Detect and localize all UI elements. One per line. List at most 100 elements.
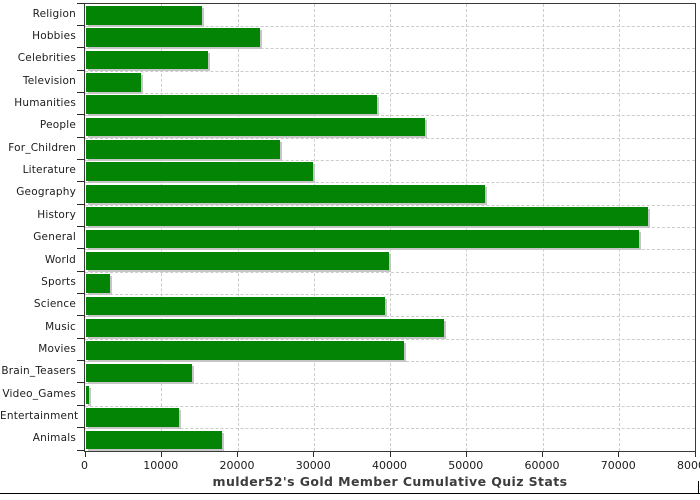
x-axis-tick bbox=[542, 452, 543, 457]
h-gridline bbox=[85, 338, 695, 340]
bar-celebrities bbox=[86, 50, 208, 70]
plot-area bbox=[84, 3, 696, 452]
y-axis-label: General bbox=[33, 231, 76, 244]
x-axis-label: 30000 bbox=[295, 459, 331, 472]
y-axis-tick bbox=[77, 181, 85, 183]
x-axis-label: 50000 bbox=[448, 459, 484, 472]
bar-religion bbox=[86, 6, 202, 25]
h-gridline bbox=[85, 405, 695, 407]
frame-corner-stub bbox=[698, 481, 699, 494]
y-axis-label: Sports bbox=[41, 275, 76, 288]
bar-history bbox=[86, 207, 648, 226]
bar-brain_teasers bbox=[86, 363, 192, 383]
y-axis-label: Religion bbox=[32, 7, 76, 20]
h-gridline bbox=[85, 182, 695, 184]
x-axis-label: 60000 bbox=[524, 459, 560, 472]
y-axis-tick bbox=[77, 293, 85, 295]
x-axis-tick bbox=[618, 452, 620, 457]
y-axis-label: Hobbies bbox=[32, 30, 76, 43]
y-axis-tick bbox=[77, 226, 85, 227]
y-axis-label: People bbox=[39, 119, 76, 132]
x-axis-label: 70000 bbox=[600, 459, 636, 472]
h-gridline bbox=[85, 316, 695, 318]
x-axis-tick bbox=[389, 452, 391, 457]
frame-bottom-line bbox=[0, 493, 700, 494]
bar-literature bbox=[86, 162, 314, 181]
x-axis-tick bbox=[694, 452, 696, 457]
h-gridline bbox=[85, 294, 695, 296]
bar-humanities bbox=[86, 95, 378, 114]
y-axis-tick bbox=[77, 114, 85, 116]
y-axis-label: Entertainment bbox=[0, 409, 79, 422]
h-gridline bbox=[85, 271, 695, 273]
bar-for_children bbox=[86, 140, 281, 159]
y-axis-label: Animals bbox=[32, 432, 76, 445]
y-axis-tick bbox=[77, 427, 85, 429]
y-axis-tick bbox=[77, 449, 85, 451]
h-gridline bbox=[85, 428, 695, 430]
x-axis-tick bbox=[84, 452, 86, 457]
y-axis-label: History bbox=[37, 208, 76, 221]
h-gridline bbox=[85, 115, 695, 117]
h-gridline bbox=[85, 249, 695, 251]
y-axis-label: Science bbox=[33, 298, 76, 311]
y-axis-label: Celebrities bbox=[17, 52, 76, 65]
y-axis-label: Television bbox=[22, 74, 76, 87]
bar-video_games bbox=[86, 385, 90, 405]
x-axis-tick bbox=[465, 452, 467, 457]
y-axis-tick bbox=[77, 360, 85, 362]
y-axis-tick bbox=[77, 270, 85, 272]
y-axis-tick bbox=[77, 47, 85, 49]
bar-entertainment bbox=[86, 408, 180, 427]
x-axis-label: 10000 bbox=[143, 459, 179, 472]
y-axis-label: Humanities bbox=[14, 97, 76, 110]
bar-geography bbox=[86, 184, 485, 204]
h-gridline bbox=[85, 159, 695, 161]
y-axis-tick bbox=[77, 158, 85, 160]
y-axis-tick bbox=[77, 248, 85, 250]
y-axis-tick bbox=[77, 24, 85, 26]
h-gridline bbox=[85, 48, 695, 50]
bar-movies bbox=[86, 341, 404, 360]
bar-animals bbox=[86, 430, 223, 450]
y-axis-tick bbox=[77, 382, 85, 384]
y-axis-tick bbox=[77, 2, 85, 4]
x-axis-label: 80000 bbox=[677, 459, 700, 472]
x-axis-tick bbox=[313, 452, 315, 457]
h-gridline bbox=[85, 92, 695, 94]
y-axis-tick bbox=[77, 315, 85, 317]
h-gridline bbox=[85, 204, 695, 206]
h-gridline bbox=[85, 137, 695, 139]
h-gridline bbox=[85, 227, 695, 228]
bar-science bbox=[86, 296, 385, 316]
y-axis-tick bbox=[77, 91, 85, 93]
x-axis-label: 40000 bbox=[372, 459, 407, 472]
y-axis-label: For_Children bbox=[8, 141, 76, 154]
y-axis-tick bbox=[77, 69, 85, 71]
bar-television bbox=[86, 73, 141, 92]
bar-world bbox=[86, 251, 389, 271]
y-axis-tick bbox=[77, 203, 85, 205]
y-axis-label: Literature bbox=[22, 164, 76, 177]
y-axis-label: Geography bbox=[16, 186, 76, 199]
h-gridline bbox=[85, 383, 695, 385]
x-axis-label: 20000 bbox=[219, 459, 255, 472]
bar-hobbies bbox=[86, 28, 260, 47]
bar-sports bbox=[86, 274, 111, 293]
x-axis-tick bbox=[237, 452, 238, 457]
h-gridline bbox=[85, 70, 695, 72]
h-gridline bbox=[85, 361, 695, 363]
chart-title: mulder52's Gold Member Cumulative Quiz S… bbox=[212, 474, 568, 489]
y-axis-label: Movies bbox=[38, 342, 76, 355]
y-axis-tick bbox=[77, 404, 85, 406]
y-axis-label: Brain_Teasers bbox=[1, 365, 76, 378]
x-axis-tick bbox=[160, 452, 162, 457]
y-axis-tick bbox=[77, 136, 85, 138]
y-axis-label: Music bbox=[45, 320, 76, 333]
h-gridline bbox=[85, 25, 695, 27]
y-axis-label: World bbox=[44, 253, 76, 266]
x-axis-label: 0 bbox=[81, 459, 88, 472]
y-axis-tick bbox=[77, 337, 85, 339]
bar-general bbox=[86, 229, 639, 249]
